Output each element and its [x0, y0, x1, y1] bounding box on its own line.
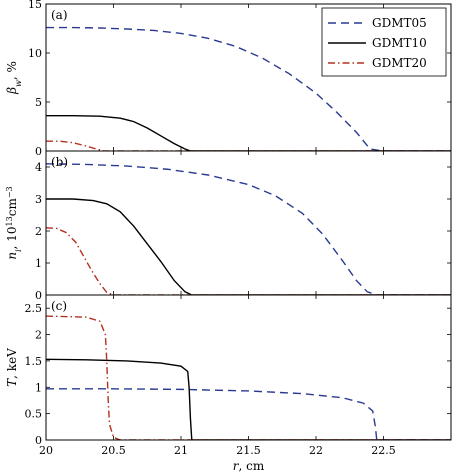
y-label-sub: i — [14, 249, 23, 252]
y-tick-label: 1 — [35, 381, 42, 394]
y-label-var: n — [5, 252, 19, 260]
y-tick-label: 10 — [28, 47, 42, 60]
series-line-gdmt10 — [46, 358, 451, 440]
series-line-gdmt05 — [46, 388, 451, 440]
series-line-gdmt10 — [46, 115, 451, 151]
x-tick-label: 20 — [39, 444, 53, 457]
y-tick-label: 4 — [35, 161, 42, 174]
panel-2: 0 0.5 1 1.5 2 2.5 (c) T, keV — [5, 294, 452, 447]
x-tick-label: 22 — [309, 444, 323, 457]
y-tick-label: 15 — [28, 0, 42, 11]
y-tick-label: 2.5 — [25, 302, 43, 315]
panel-tag: (b) — [51, 155, 68, 169]
y-label-unit: , keV — [5, 348, 19, 379]
legend-entry: GDMT20 — [372, 56, 427, 70]
x-tick-label: 20.5 — [101, 444, 126, 457]
series-line-gdmt20 — [46, 315, 451, 440]
y-axis-label: T, keV — [5, 348, 19, 387]
panel-1: 0 1 2 3 4 (b) ni, 1013cm−3 — [5, 150, 452, 302]
x-tick-label: 22.5 — [371, 444, 396, 457]
y-tick-label: 0 — [35, 434, 42, 447]
legend-box — [321, 7, 447, 77]
x-tick-label: 21 — [174, 444, 188, 457]
legend-entry: GDMT05 — [372, 16, 427, 30]
y-tick-label: 5 — [35, 96, 42, 109]
x-label-unit: , cm — [239, 459, 265, 473]
y-label-var: β — [5, 87, 19, 95]
panel-frame — [45, 150, 452, 296]
y-label-var: T — [5, 378, 19, 387]
panel-tag: (a) — [51, 8, 68, 22]
series-line-gdmt05 — [46, 26, 451, 151]
legend-entry: GDMT10 — [372, 36, 427, 50]
y-label-unit2: cm — [5, 198, 19, 217]
y-label-unit: , % — [5, 61, 19, 80]
panel-0: 0 5 10 15 (a) βw, % — [5, 0, 452, 158]
y-tick-label: 0 — [35, 289, 42, 302]
series-line-gdmt05 — [46, 163, 451, 295]
series-line-gdmt10 — [46, 198, 451, 295]
y-tick-label: 0 — [35, 145, 42, 158]
y-label-sup2: −3 — [5, 186, 14, 198]
x-axis-label: r, cm — [233, 459, 265, 473]
y-tick-label: 2 — [35, 329, 42, 342]
legend: GDMT05 GDMT10 GDMT20 — [321, 7, 447, 77]
x-tick-label: 21.5 — [236, 444, 261, 457]
y-axis-label: βw, % — [5, 61, 23, 95]
y-label-sup: 13 — [5, 216, 14, 226]
y-tick-label: 3 — [35, 193, 42, 206]
y-axis-label: ni, 1013cm−3 — [5, 186, 23, 259]
series-line-gdmt20 — [46, 227, 451, 295]
y-label-unit: , 10 — [5, 226, 19, 249]
x-label-var: r — [233, 459, 240, 473]
y-tick-label: 0.5 — [25, 408, 43, 421]
y-tick-label: 2 — [35, 225, 42, 238]
y-label-sub: w — [14, 80, 23, 87]
panel-tag: (c) — [51, 299, 67, 313]
y-tick-label: 1.5 — [25, 355, 43, 368]
y-tick-label: 1 — [35, 257, 42, 270]
